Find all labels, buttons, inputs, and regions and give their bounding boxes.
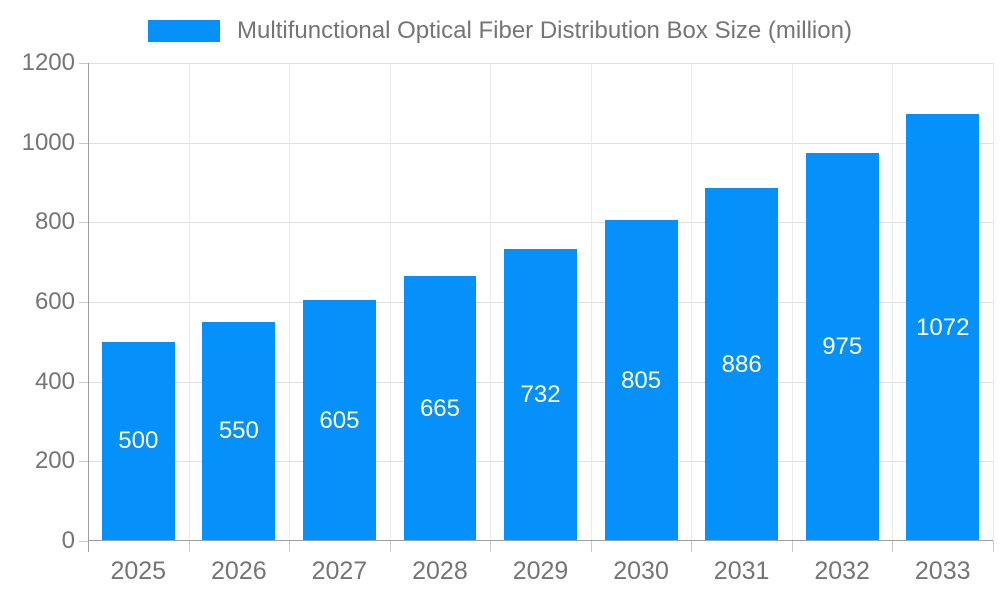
- y-axis-tick-label: 600: [34, 288, 75, 315]
- vertical-gridline: [691, 63, 693, 541]
- bar-slot: 732: [490, 63, 591, 541]
- bar-slot: 605: [289, 63, 390, 541]
- x-axis-tick-label: 2026: [211, 557, 267, 585]
- y-axis-tick: [79, 142, 88, 144]
- horizontal-gridline: [88, 63, 993, 64]
- y-axis-tick: [79, 63, 88, 64]
- legend-swatch-icon: [148, 20, 221, 42]
- y-axis-tick-label: 1200: [21, 49, 75, 76]
- x-axis-tick-label: 2027: [311, 557, 368, 585]
- x-axis-tick: [691, 541, 693, 552]
- x-axis-tick-label: 2028: [412, 557, 468, 585]
- y-axis-tick-label: 400: [34, 367, 75, 395]
- horizontal-gridline: [88, 222, 993, 224]
- legend-series-label: Multifunctional Optical Fiber Distributi…: [237, 17, 852, 44]
- x-axis-tick: [791, 541, 793, 552]
- bar-value-label: 500: [118, 427, 159, 455]
- x-axis-tick-label: 2031: [713, 557, 770, 585]
- bar-value-label: 605: [319, 406, 360, 434]
- bar-slot: 1072: [893, 63, 994, 541]
- vertical-gridline: [490, 63, 492, 541]
- x-axis-tick: [590, 541, 592, 552]
- vertical-gridline: [389, 63, 391, 541]
- bar-2029[interactable]: 732: [504, 249, 577, 541]
- bar-slot: 975: [792, 63, 893, 541]
- bar-2032[interactable]: 975: [805, 152, 879, 541]
- bar-slot: 500: [88, 63, 189, 541]
- x-axis-tick-label: 2029: [512, 557, 569, 585]
- y-axis-tick-label: 1000: [21, 128, 75, 156]
- x-axis-tick: [892, 541, 894, 552]
- vertical-gridline: [993, 63, 994, 541]
- y-axis-tick: [79, 222, 88, 224]
- y-axis-tick: [79, 381, 88, 383]
- x-axis-line: [88, 540, 993, 541]
- x-axis-tick: [490, 541, 492, 552]
- horizontal-gridline: [88, 142, 993, 144]
- x-axis-tick: [389, 541, 391, 552]
- bar-2033[interactable]: 1072: [906, 114, 980, 541]
- chart-legend[interactable]: Multifunctional Optical Fiber Distributi…: [0, 17, 1000, 45]
- bar-value-label: 1072: [916, 313, 970, 341]
- bar-slot: 805: [591, 63, 692, 541]
- y-axis-tick: [79, 461, 88, 463]
- x-axis-tick-label: 2033: [914, 557, 971, 585]
- x-axis-tick: [188, 541, 190, 552]
- bar-2026[interactable]: 550: [202, 321, 276, 541]
- vertical-gridline: [188, 63, 190, 541]
- y-axis-tick: [79, 302, 88, 303]
- bar-value-label: 732: [520, 381, 561, 409]
- bar-value-label: 665: [419, 394, 460, 422]
- bar-2031[interactable]: 886: [705, 188, 779, 541]
- y-axis-tick-label: 0: [61, 527, 75, 554]
- bar-2025[interactable]: 500: [101, 341, 175, 541]
- y-axis-tick: [79, 541, 88, 542]
- x-axis-tick-label: 2030: [613, 557, 669, 585]
- bar-slot: 886: [691, 63, 792, 541]
- bar-slot: 550: [189, 63, 290, 541]
- x-axis-tick-label: 2025: [110, 557, 167, 585]
- bar-2030[interactable]: 805: [604, 220, 678, 541]
- bar-value-label: 550: [218, 417, 259, 445]
- vertical-gridline: [892, 63, 894, 541]
- vertical-gridline: [289, 63, 291, 541]
- vertical-gridline: [590, 63, 592, 541]
- x-axis-tick: [289, 541, 291, 552]
- bar-value-label: 886: [721, 350, 762, 378]
- x-axis-tick: [993, 541, 994, 552]
- y-axis-tick-label: 200: [34, 447, 75, 475]
- y-axis-line: [88, 63, 89, 552]
- bar-slot: 665: [390, 63, 491, 541]
- bar-2027[interactable]: 605: [302, 300, 376, 541]
- x-axis-tick-label: 2032: [814, 557, 870, 585]
- vertical-gridline: [791, 63, 793, 541]
- bar-series: 500 550 605 665 732 805 886 975 1072: [88, 63, 993, 541]
- bar-value-label: 805: [621, 366, 662, 394]
- plot-area: 500 550 605 665 732 805 886 975 1072 0 200 400 600 8…: [22, 49, 994, 585]
- bar-value-label: 975: [822, 332, 863, 360]
- bar-2028[interactable]: 665: [403, 276, 477, 541]
- y-axis-tick-label: 800: [34, 208, 75, 236]
